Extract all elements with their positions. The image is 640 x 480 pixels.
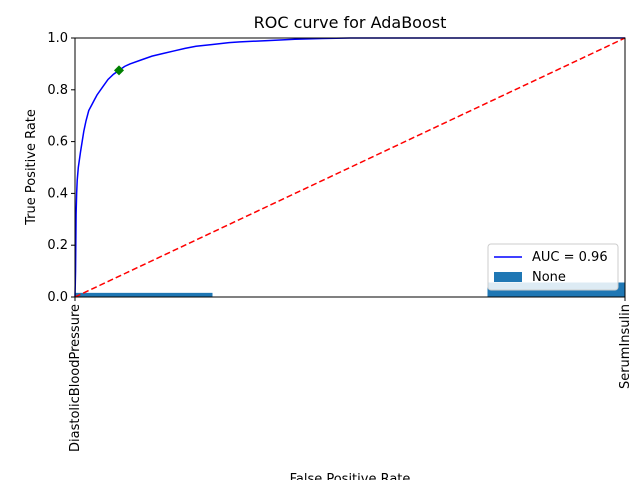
x-axis-label: False Positive Rate <box>290 472 411 480</box>
y-tick-label: 0.4 <box>47 186 68 201</box>
y-axis-ticks: 0.0 0.2 0.4 0.6 0.8 1.0 <box>47 31 75 305</box>
legend-label: None <box>532 270 566 285</box>
chance-diagonal-line <box>74 37 626 298</box>
y-tick-label: 0.6 <box>47 135 68 150</box>
y-tick-label: 1.0 <box>47 31 68 46</box>
y-tick-label: 0.2 <box>47 238 68 253</box>
bar-1 <box>75 292 213 297</box>
x-tick-label: SerumInsulin <box>618 304 633 389</box>
x-axis-ticks: DiastolicBloodPressure SerumInsulin <box>68 297 633 452</box>
chart-title: ROC curve for AdaBoost <box>254 13 447 32</box>
y-tick-label: 0.8 <box>47 83 68 98</box>
plot-frame <box>74 37 626 298</box>
threshold-marker <box>114 65 124 76</box>
y-axis-label: True Positive Rate <box>24 109 39 226</box>
legend-patch-swatch <box>494 272 522 282</box>
legend: AUC = 0.96 None <box>487 243 619 291</box>
y-tick-label: 0.0 <box>47 290 68 305</box>
legend-label: AUC = 0.96 <box>532 250 608 265</box>
x-tick-label: DiastolicBloodPressure <box>68 304 83 452</box>
